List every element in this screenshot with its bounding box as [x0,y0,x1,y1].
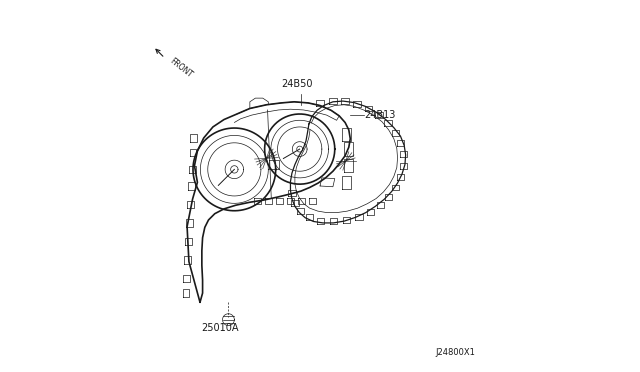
Text: FRONT: FRONT [168,57,194,80]
Text: J24800X1: J24800X1 [435,349,475,357]
Text: 24B13: 24B13 [364,110,396,120]
Text: 24B50: 24B50 [281,80,313,89]
Text: 25010A: 25010A [201,323,238,333]
